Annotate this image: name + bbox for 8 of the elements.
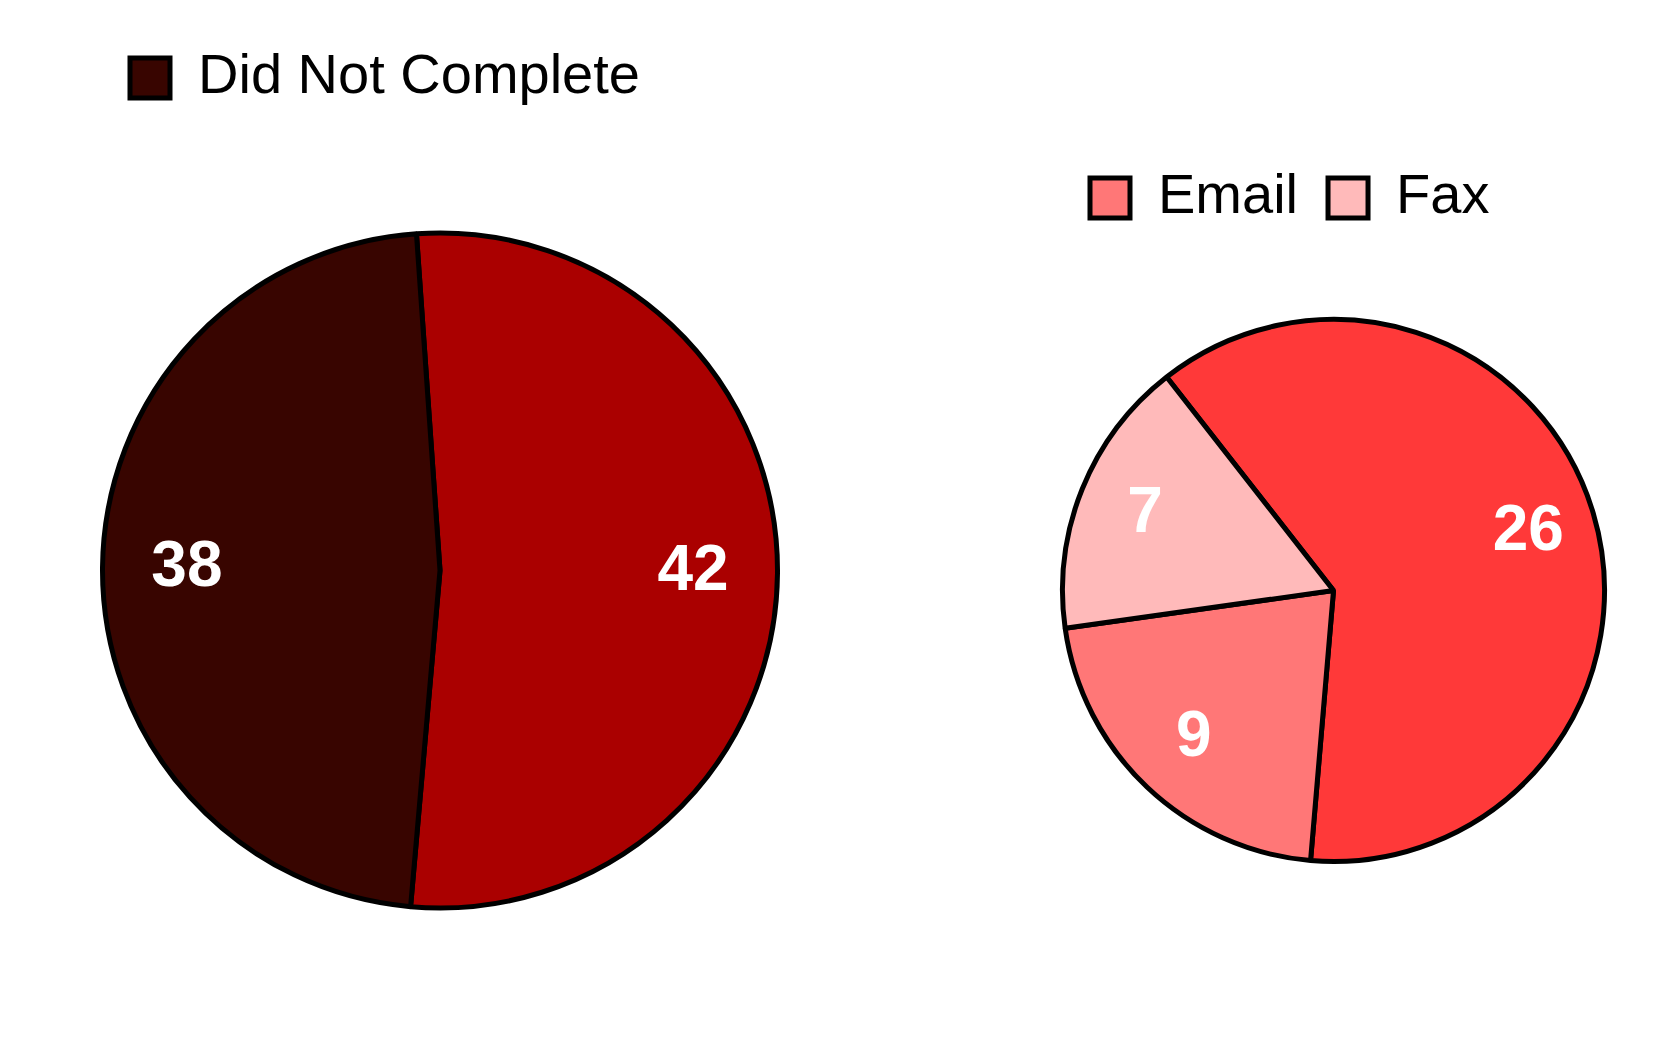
- data-label: 7: [1127, 474, 1163, 546]
- legend-label: Email: [1158, 162, 1299, 226]
- legend-label: Fax: [1396, 162, 1490, 226]
- data-label: 9: [1175, 697, 1212, 770]
- data-label: 38: [151, 527, 223, 600]
- data-label: 42: [657, 532, 729, 605]
- legend-label: Did Not Complete: [198, 42, 640, 106]
- data-label: 26: [1492, 492, 1564, 565]
